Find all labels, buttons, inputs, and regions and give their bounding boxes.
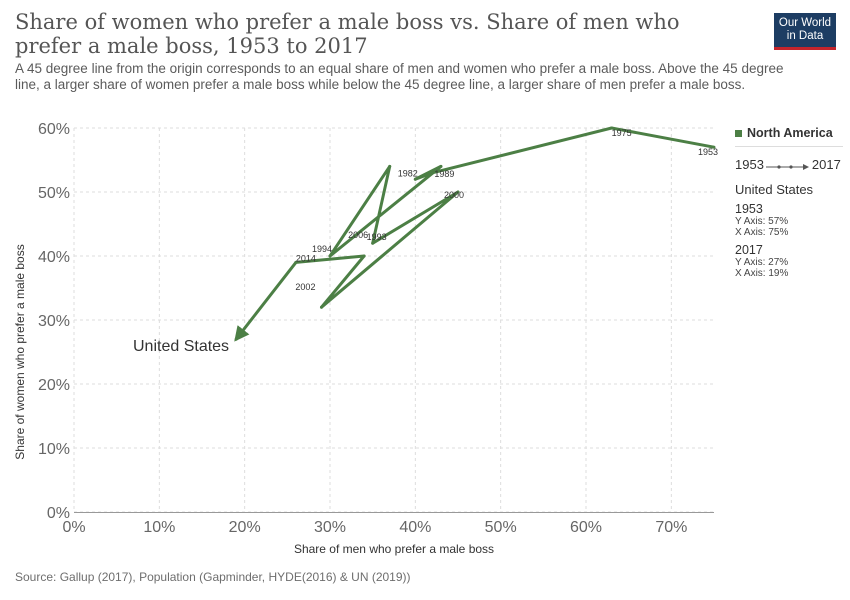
legend-start-year: 1953 xyxy=(735,202,763,216)
data-point[interactable] xyxy=(294,260,298,264)
data-point[interactable] xyxy=(610,126,614,130)
y-tick-label: 20% xyxy=(38,377,70,394)
point-year-label: 2002 xyxy=(295,282,315,292)
y-tick-label: 10% xyxy=(38,441,70,458)
data-point[interactable] xyxy=(413,177,417,181)
data-point[interactable] xyxy=(328,254,332,258)
x-tick-label: 70% xyxy=(655,519,687,536)
data-point[interactable] xyxy=(430,171,434,175)
x-tick-label: 10% xyxy=(143,519,175,536)
x-tick-label: 20% xyxy=(229,519,261,536)
x-tick-label: 50% xyxy=(485,519,517,536)
series-end-label[interactable]: United States xyxy=(133,338,229,355)
x-axis-label: Share of men who prefer a male boss xyxy=(294,542,494,556)
timeline-arrow-icon xyxy=(765,160,811,170)
point-labels: 1953 1975 1989 1994 1982 1993 2000 2002 2006 2014 xyxy=(295,128,718,292)
data-point[interactable] xyxy=(371,241,375,245)
y-axis-label: Share of women who prefer a male boss xyxy=(13,244,27,459)
y-tick-label: 60% xyxy=(38,121,70,138)
x-tick-label: 40% xyxy=(399,519,431,536)
owid-logo[interactable]: Our World in Data xyxy=(774,13,836,50)
timeline-end-label: 2017 xyxy=(811,157,841,172)
logo-line-2: in Data xyxy=(786,30,824,42)
tick-labels: 0% 10% 20% 30% 40% 50% 60% 0% 10% 20% 30% 40% 50% 60%… xyxy=(38,121,687,536)
y-tick-label: 0% xyxy=(47,505,70,522)
data-point[interactable] xyxy=(456,190,460,194)
legend-end-year: 2017 xyxy=(735,243,763,257)
data-point[interactable] xyxy=(712,145,716,149)
legend-end-x: X Axis: 19% xyxy=(735,268,789,279)
legend-label: North America xyxy=(747,126,833,140)
legend-swatch xyxy=(735,129,742,137)
data-point[interactable] xyxy=(439,164,443,168)
point-year-label: 1993 xyxy=(367,232,387,242)
point-year-label: 1975 xyxy=(612,128,632,138)
x-tick-label: 0% xyxy=(62,519,85,536)
data-point[interactable] xyxy=(362,254,366,258)
data-point[interactable] xyxy=(388,164,392,168)
timeline-start-label: 1953 xyxy=(735,157,764,172)
logo-line-1: Our World xyxy=(778,17,832,29)
legend-divider xyxy=(735,146,843,147)
y-tick-label: 30% xyxy=(38,313,70,330)
point-year-label: 1989 xyxy=(434,169,454,179)
series-path[interactable] xyxy=(234,126,716,342)
series-line[interactable] xyxy=(234,126,715,342)
legend-start-y: Y Axis: 57% xyxy=(735,216,789,227)
timeline-control[interactable]: 1953 2017 xyxy=(735,157,843,172)
chart-subtitle: A 45 degree line from the origin corresp… xyxy=(15,61,784,92)
grid xyxy=(73,127,714,513)
y-tick-label: 40% xyxy=(38,249,70,266)
legend-entity: United States xyxy=(735,182,814,197)
source-note[interactable]: Source: Gallup (2017), Population (Gapmi… xyxy=(15,570,411,584)
legend-item-north-america[interactable]: North America xyxy=(735,126,843,140)
chart-title: Share of women who prefer a male boss vs… xyxy=(15,10,680,58)
data-point[interactable] xyxy=(319,305,323,309)
legend-end-y: Y Axis: 27% xyxy=(735,257,789,268)
x-tick-label: 60% xyxy=(570,519,602,536)
data-point[interactable] xyxy=(234,337,238,341)
point-year-label: 1982 xyxy=(398,168,418,178)
y-tick-label: 50% xyxy=(38,185,70,202)
legend-panel: North America 1953 2017 United States 19… xyxy=(735,126,843,279)
point-year-label: 2000 xyxy=(444,190,464,200)
legend-start-x: X Axis: 75% xyxy=(735,227,789,238)
point-year-label: 2006 xyxy=(348,230,368,240)
point-year-label: 1994 xyxy=(312,244,332,254)
point-year-label: 1953 xyxy=(698,147,718,157)
x-tick-label: 30% xyxy=(314,519,346,536)
point-year-label: 2014 xyxy=(296,253,316,263)
